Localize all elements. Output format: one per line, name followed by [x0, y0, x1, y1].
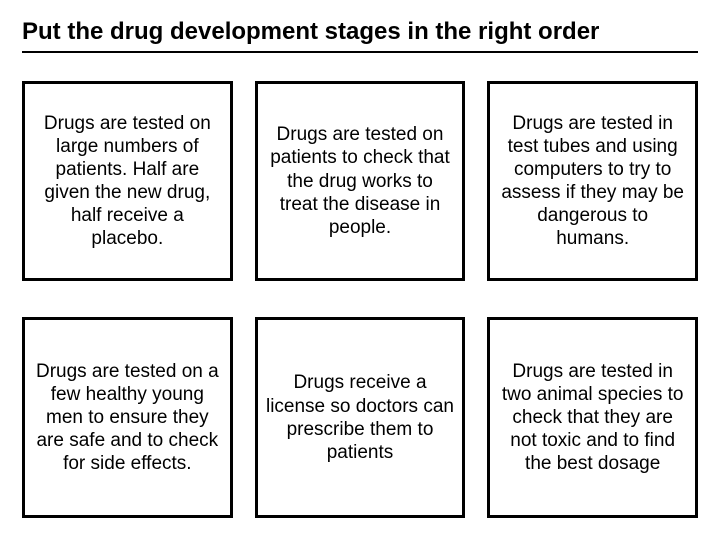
slide: Put the drug development stages in the r… [0, 0, 720, 540]
stage-card[interactable]: Drugs are tested in test tubes and using… [487, 81, 698, 282]
stage-card-text: Drugs are tested in test tubes and using… [498, 112, 687, 251]
page-title: Put the drug development stages in the r… [22, 18, 698, 47]
stage-card[interactable]: Drugs are tested on patients to check th… [255, 81, 466, 282]
cards-grid: Drugs are tested on large numbers of pat… [22, 81, 698, 518]
title-underline: Put the drug development stages in the r… [22, 18, 698, 53]
stage-card-text: Drugs are tested on a few healthy young … [33, 360, 222, 476]
stage-card-text: Drugs are tested in two animal species t… [498, 360, 687, 476]
stage-card[interactable]: Drugs are tested on large numbers of pat… [22, 81, 233, 282]
stage-card-text: Drugs are tested on patients to check th… [266, 123, 455, 239]
stage-card[interactable]: Drugs are tested in two animal species t… [487, 317, 698, 518]
stage-card-text: Drugs receive a license so doctors can p… [266, 371, 455, 464]
stage-card-text: Drugs are tested on large numbers of pat… [33, 112, 222, 251]
stage-card[interactable]: Drugs receive a license so doctors can p… [255, 317, 466, 518]
stage-card[interactable]: Drugs are tested on a few healthy young … [22, 317, 233, 518]
